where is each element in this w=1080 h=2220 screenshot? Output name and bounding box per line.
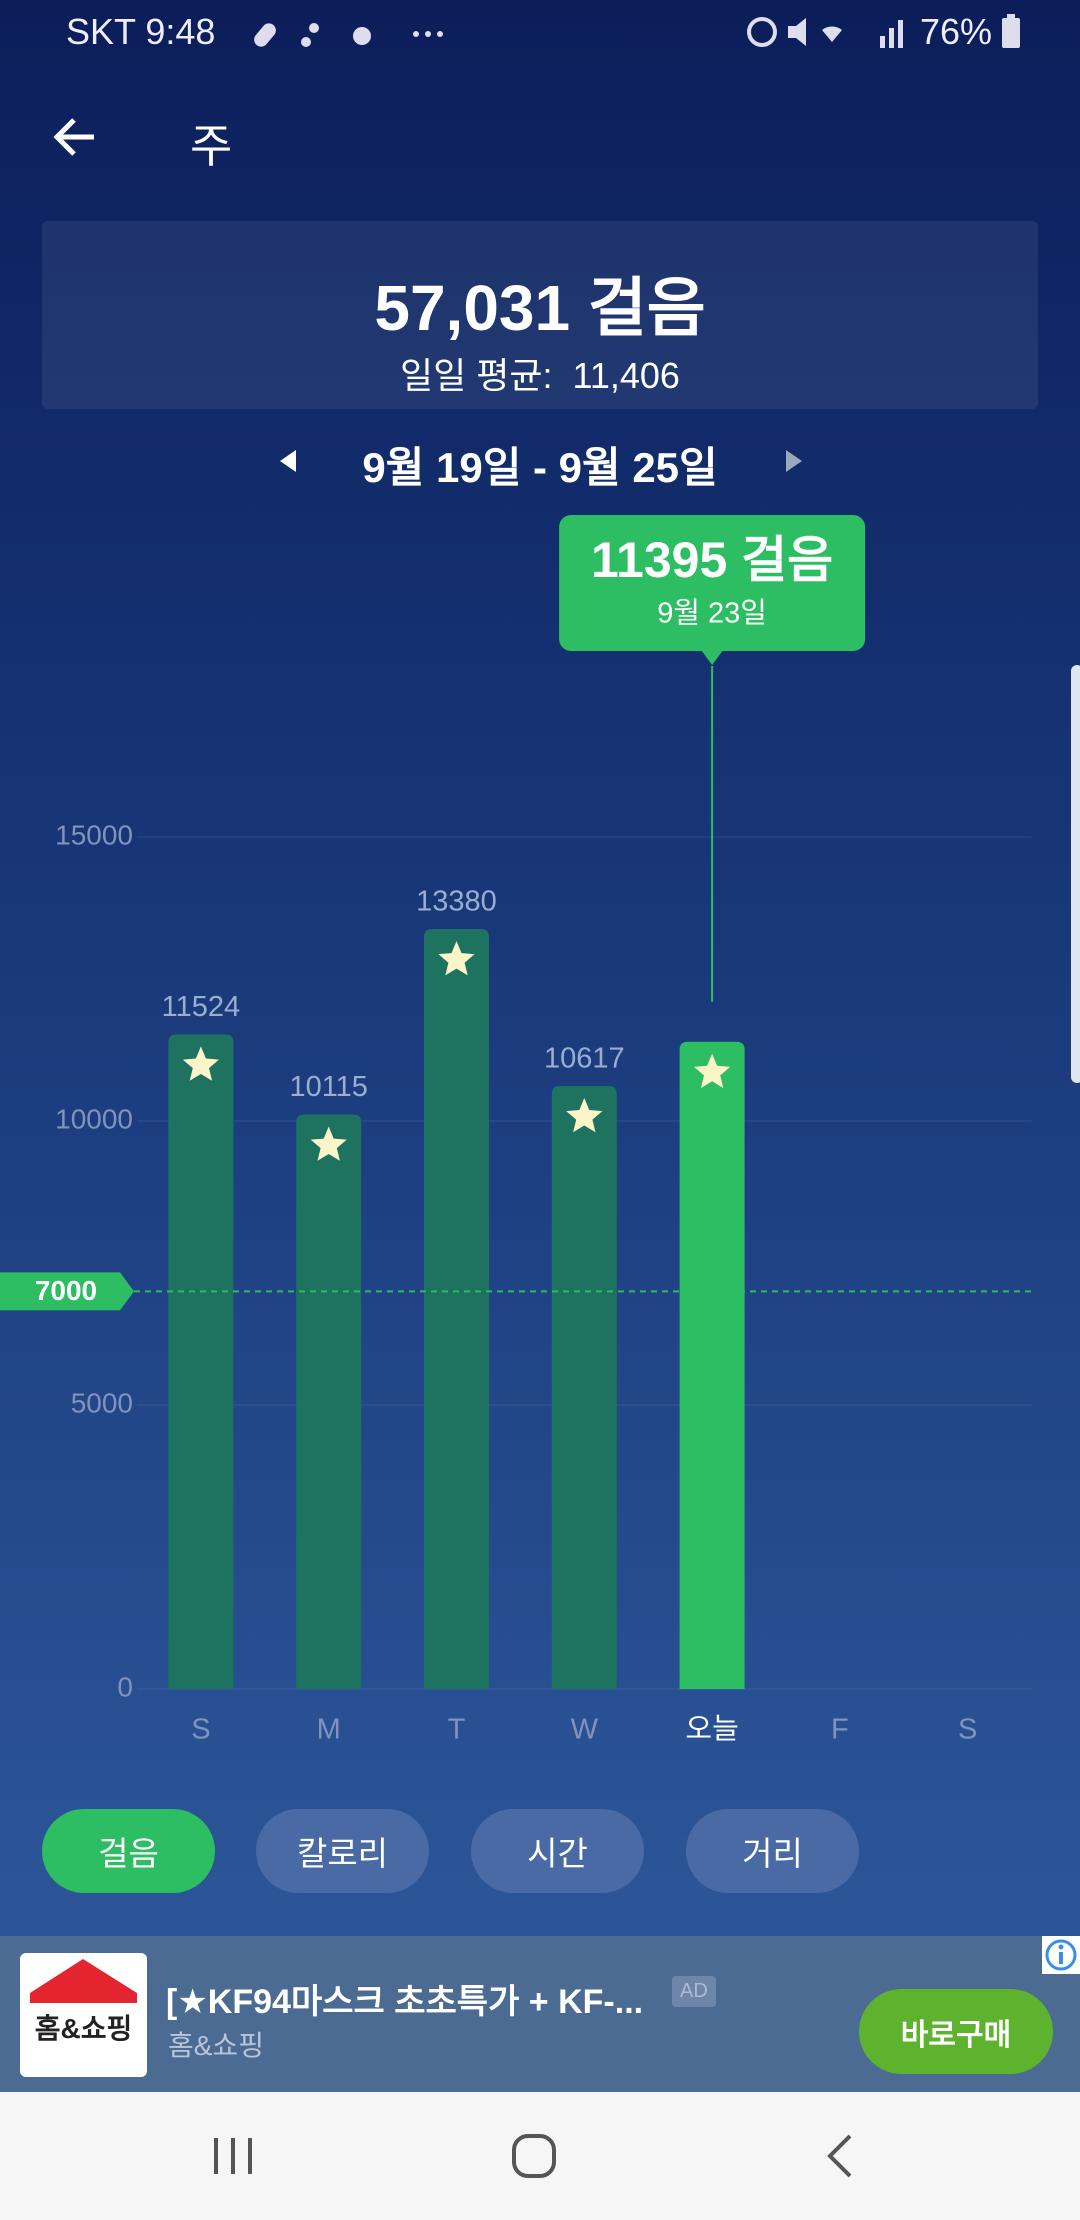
ad-advertiser: 홈&쇼핑 (168, 2030, 264, 2061)
ad-icon-text: 홈&쇼핑 (34, 2013, 133, 2044)
scroll-handle[interactable] (1071, 665, 1080, 1083)
metric-tab[interactable]: 칼로리 (256, 1809, 429, 1893)
y-tick-label: 0 (117, 1671, 133, 1702)
goal-star (310, 1126, 347, 1161)
metric-tab[interactable]: 걸음 (42, 1809, 215, 1893)
bar (679, 1041, 745, 1689)
goal-star (566, 1098, 603, 1133)
y-tick-label: 5000 (71, 1387, 133, 1418)
metric-tab[interactable]: 시간 (471, 1809, 644, 1893)
goal-star (694, 1053, 731, 1089)
bar (424, 929, 489, 1689)
goal-label: 7000 (35, 1275, 97, 1306)
ad-icon: 홈&쇼핑 (20, 1953, 147, 2077)
tooltip (559, 515, 866, 651)
value-label: 13380 (416, 886, 497, 918)
ad-title: [★KF94마스크 초초특가 + KF-... (166, 1983, 644, 2021)
bar (168, 1034, 234, 1689)
y-tick-label: 15000 (55, 819, 133, 850)
ad-badge: AD (672, 1976, 716, 2007)
prev-week[interactable] (276, 448, 300, 474)
bar (296, 1114, 362, 1689)
date-range: 9월 19일 - 9월 25일 (362, 444, 718, 491)
next-week[interactable] (782, 448, 806, 474)
value-label: 10617 (544, 1043, 625, 1075)
metric-tab[interactable]: 거리 (686, 1809, 859, 1893)
x-tick-label: 오늘 (685, 1714, 738, 1746)
total-steps: 57,031 걸음 (374, 272, 706, 344)
x-tick-label: T (448, 1714, 466, 1746)
value-label: 11524 (162, 991, 241, 1023)
bar (551, 1085, 617, 1689)
status-icons (254, 23, 443, 47)
ad-banner[interactable]: 홈&쇼핑 [★KF94마스크 초초특가 + KF-... AD 홈&쇼핑 바로구… (0, 1936, 1080, 2092)
ad-button[interactable]: 바로구매 (859, 1989, 1053, 2074)
tooltip-value: 11395 걸음 (591, 532, 833, 588)
x-tick-label: F (831, 1714, 849, 1746)
nav-back[interactable] (822, 2132, 856, 2180)
x-tick-label: S (958, 1714, 977, 1746)
x-tick-label: W (571, 1714, 599, 1746)
goal-star (438, 941, 475, 976)
back-button[interactable] (50, 112, 100, 162)
ad-info[interactable] (1042, 1936, 1080, 1974)
summary-card: 57,031 걸음 일일 평균: 11,406 (42, 221, 1038, 409)
nav-home[interactable] (510, 2132, 558, 2180)
goal-star (182, 1046, 219, 1081)
value-label: 10115 (289, 1071, 368, 1103)
x-tick-label: S (191, 1714, 210, 1746)
steps-chart: 0 5000 10000 15000 S 11524 M 10115 T 13380 W 10617 오… (0, 515, 1032, 1746)
daily-average: 일일 평균: 11,406 (400, 355, 680, 396)
y-tick-label: 10000 (55, 1103, 133, 1134)
battery-icon (1002, 14, 1020, 48)
page-title: 주 (190, 120, 233, 172)
goal-tag (0, 1272, 134, 1311)
status-icons-right (747, 17, 903, 48)
nav-recents[interactable] (210, 2134, 256, 2178)
nav-bar (0, 2092, 1080, 2220)
tooltip-arrow (701, 650, 724, 665)
battery-level: 76% (920, 11, 993, 52)
tooltip-date: 9월 23일 (657, 597, 767, 630)
x-tick-label: M (317, 1714, 341, 1746)
carrier-time: SKT 9:48 (66, 11, 216, 52)
